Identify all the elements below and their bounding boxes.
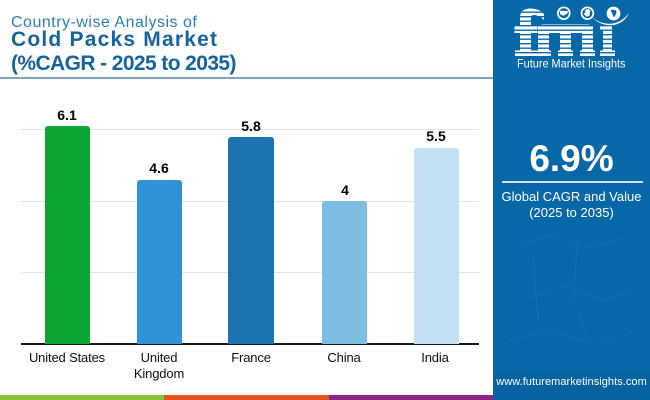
svg-text:Future Market Insights: Future Market Insights xyxy=(517,57,626,71)
